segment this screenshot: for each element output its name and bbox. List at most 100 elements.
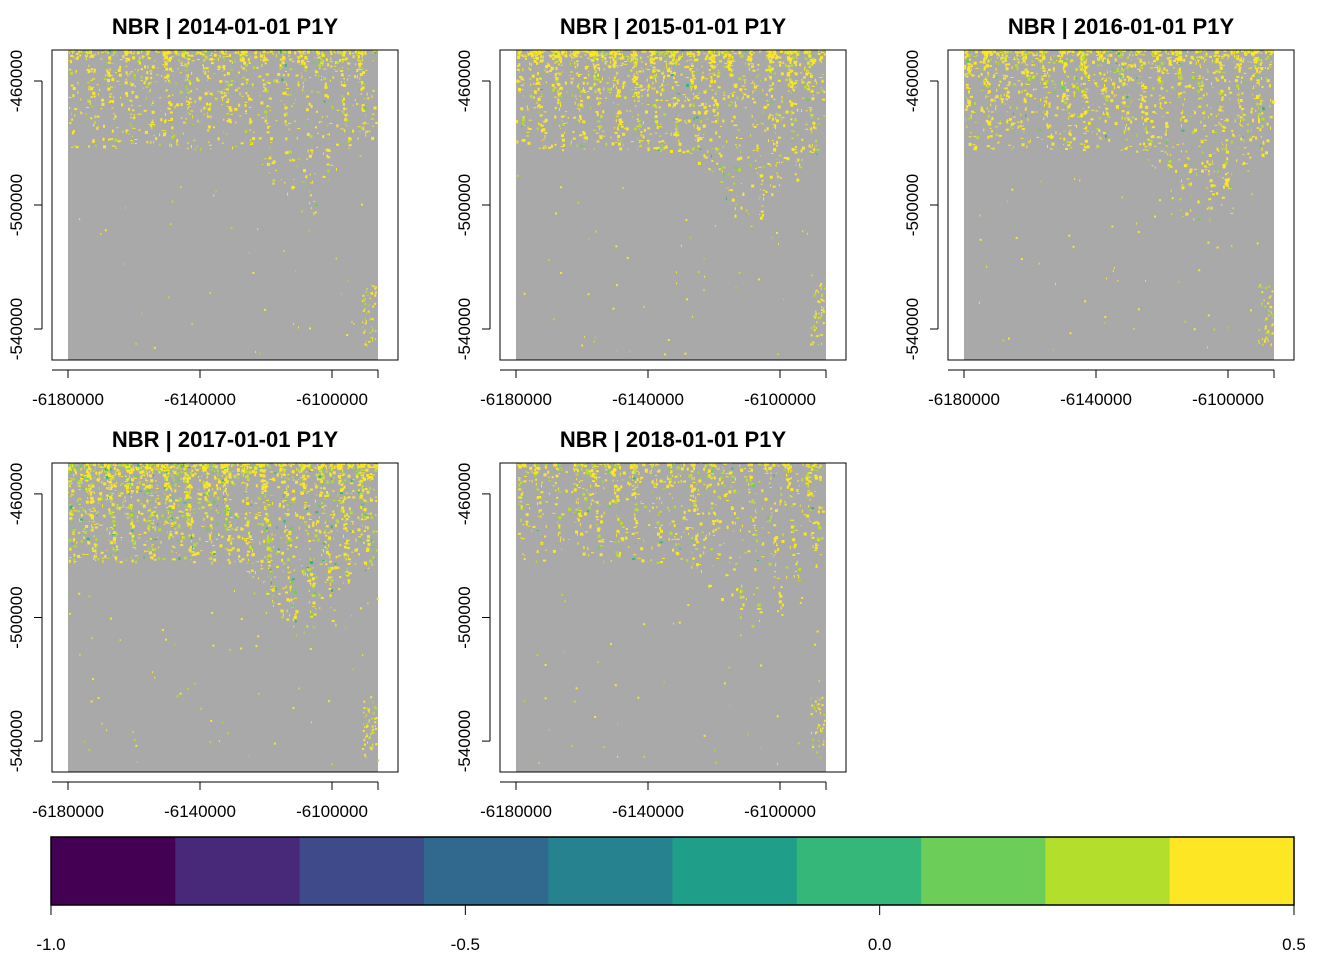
raster-pixel <box>1267 67 1270 70</box>
raster-pixel <box>740 54 744 58</box>
raster-pixel <box>1155 64 1157 66</box>
raster-pixel <box>708 52 711 55</box>
raster-pixel <box>1026 145 1028 149</box>
raster-pixel <box>131 53 135 55</box>
raster-pixel <box>685 96 687 99</box>
raster-pixel <box>1261 107 1265 111</box>
raster-pixel <box>807 81 811 84</box>
raster-pixel <box>1270 324 1272 327</box>
raster-pixel <box>1076 69 1078 71</box>
raster-pixel <box>708 167 711 170</box>
raster-pixel <box>340 52 343 56</box>
raster-pixel <box>775 113 779 116</box>
raster-pixel <box>1184 320 1187 323</box>
raster-pixel <box>821 79 824 83</box>
raster-pixel <box>302 85 304 89</box>
raster-pixel <box>595 54 599 57</box>
raster-pixel <box>1182 110 1184 114</box>
raster-pixel <box>282 58 286 60</box>
raster-pixel <box>1210 206 1213 210</box>
raster-pixel <box>1050 56 1052 60</box>
raster-pixel <box>583 50 587 53</box>
raster-pixel <box>174 105 176 109</box>
raster-pixel <box>664 61 667 62</box>
raster-pixel <box>230 135 232 136</box>
y-axis: -460000-500000-540000 <box>903 50 939 360</box>
raster-pixel <box>340 292 342 295</box>
raster-pixel <box>724 55 726 59</box>
raster-pixel <box>1126 111 1130 115</box>
raster-pixel <box>692 148 694 151</box>
raster-pixel <box>641 103 643 105</box>
raster-pixel <box>767 163 771 165</box>
raster-pixel <box>164 65 166 68</box>
raster-pixel <box>254 55 258 59</box>
raster-pixel <box>1047 92 1051 94</box>
raster-pixel <box>209 102 212 106</box>
raster-pixel <box>678 139 680 143</box>
raster-pixel <box>1010 126 1012 128</box>
raster-pixel <box>1062 53 1066 54</box>
raster-pixel <box>361 104 365 107</box>
raster-pixel <box>687 97 689 101</box>
raster-pixel <box>150 104 154 106</box>
raster-pixel <box>1225 183 1229 187</box>
raster-pixel <box>635 62 638 66</box>
raster-pixel <box>282 60 285 64</box>
raster-pixel <box>68 127 70 129</box>
raster-pixel <box>523 55 525 58</box>
raster-pixel <box>1076 76 1078 78</box>
raster-pixel <box>221 53 224 55</box>
raster-pixel <box>965 118 967 122</box>
raster-pixel <box>1097 58 1101 61</box>
raster-pixel <box>1036 52 1038 55</box>
raster-pixel <box>282 474 286 476</box>
raster-pixel <box>997 141 1000 144</box>
raster-pixel <box>599 127 601 131</box>
raster-pixel <box>716 162 719 165</box>
raster-pixel <box>366 92 368 96</box>
raster-pixel <box>812 343 814 346</box>
raster-pixel <box>334 70 338 72</box>
raster-pixel <box>325 148 328 150</box>
raster-pixel <box>750 82 752 84</box>
raster-pixel <box>373 489 375 491</box>
raster-pixel <box>992 75 994 77</box>
raster-pixel <box>194 100 196 104</box>
raster-pixel <box>1202 94 1205 97</box>
panels-group: NBR | 2014-01-01 P1Y-6180000 -6140000 -610… <box>7 14 1295 821</box>
raster-pixel <box>1256 82 1259 84</box>
raster-pixel <box>1250 53 1253 56</box>
raster-pixel <box>152 100 154 103</box>
raster-pixel <box>760 183 763 185</box>
raster-pixel <box>1264 325 1267 328</box>
raster-pixel <box>1239 99 1243 102</box>
raster-pixel <box>1104 119 1107 123</box>
raster-pixel <box>1104 81 1108 83</box>
raster-pixel <box>1069 133 1072 137</box>
raster-pixel <box>113 118 116 120</box>
raster-pixel <box>1236 75 1240 78</box>
raster-pixel <box>971 51 973 53</box>
raster-pixel <box>234 89 238 92</box>
raster-pixel <box>791 148 795 151</box>
raster-pixel <box>309 194 312 197</box>
raster-pixel <box>1079 68 1083 71</box>
raster-pixel <box>1054 114 1058 117</box>
raster-pixel <box>1087 121 1091 125</box>
raster-pixel <box>988 110 990 113</box>
raster-pixel <box>1067 144 1071 147</box>
raster-pixel <box>734 214 737 218</box>
raster-pixel <box>634 80 637 82</box>
raster-pixel <box>1087 65 1089 68</box>
raster-pixel <box>1153 60 1157 63</box>
raster-pixel <box>1020 51 1024 54</box>
raster-pixel <box>769 184 771 187</box>
raster-pixel <box>759 213 761 215</box>
raster-pixel <box>321 51 324 53</box>
raster-pixel <box>306 108 309 112</box>
raster-pixel <box>1104 59 1106 63</box>
raster-pixel <box>362 50 364 54</box>
raster-pixel <box>984 53 986 55</box>
raster-pixel <box>365 319 366 322</box>
